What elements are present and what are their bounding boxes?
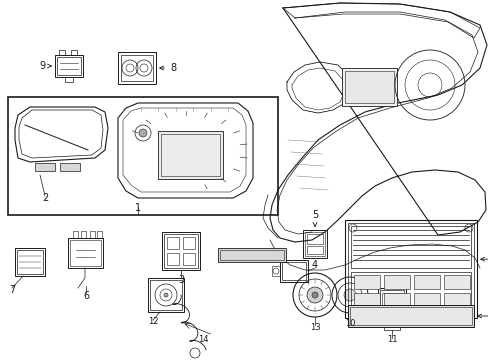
Bar: [59, 50, 65, 55]
Text: 14: 14: [197, 336, 208, 345]
Text: 15: 15: [480, 254, 488, 264]
Bar: [68, 238, 103, 268]
Bar: [350, 226, 470, 268]
Bar: [306, 246, 323, 254]
Bar: [282, 262, 305, 280]
Bar: [35, 163, 55, 171]
Text: 10: 10: [344, 319, 354, 328]
Bar: [271, 266, 280, 276]
Bar: [55, 55, 83, 77]
Bar: [73, 231, 78, 238]
Bar: [443, 275, 469, 289]
Bar: [158, 131, 223, 179]
Bar: [377, 288, 405, 320]
Bar: [350, 272, 470, 312]
Circle shape: [163, 293, 168, 297]
Bar: [280, 260, 307, 282]
Bar: [183, 253, 195, 265]
Bar: [57, 57, 81, 75]
Bar: [148, 278, 183, 312]
Circle shape: [311, 292, 317, 298]
Bar: [218, 248, 285, 262]
Bar: [8, 97, 278, 215]
Bar: [443, 293, 469, 307]
Text: 11: 11: [386, 336, 396, 345]
Bar: [345, 220, 476, 318]
Text: 9: 9: [39, 61, 51, 71]
Bar: [163, 234, 198, 268]
Bar: [341, 68, 396, 106]
Text: 6: 6: [83, 291, 89, 301]
Text: 13: 13: [309, 323, 320, 332]
Text: 1: 1: [135, 203, 141, 213]
Bar: [381, 307, 401, 316]
Bar: [17, 250, 43, 274]
Bar: [353, 293, 379, 307]
Bar: [90, 231, 95, 238]
Text: 5: 5: [311, 210, 318, 226]
Bar: [162, 232, 200, 270]
Bar: [413, 275, 439, 289]
Bar: [97, 231, 102, 238]
Bar: [305, 232, 325, 256]
Bar: [347, 223, 473, 315]
Bar: [383, 293, 409, 307]
Bar: [71, 50, 77, 55]
Circle shape: [343, 289, 355, 301]
Bar: [345, 71, 393, 103]
Bar: [161, 134, 220, 176]
Bar: [353, 275, 379, 289]
Text: 4: 4: [311, 260, 317, 270]
Bar: [383, 275, 409, 289]
Bar: [381, 293, 401, 305]
Text: 8: 8: [160, 63, 176, 73]
Bar: [379, 290, 403, 318]
Bar: [167, 237, 179, 249]
Bar: [70, 240, 101, 266]
Bar: [150, 280, 182, 310]
Bar: [81, 231, 86, 238]
Bar: [303, 230, 326, 258]
Bar: [306, 234, 323, 244]
Bar: [383, 320, 399, 330]
Circle shape: [139, 129, 147, 137]
Text: 12: 12: [147, 318, 158, 327]
Text: 16: 16: [477, 311, 488, 321]
Bar: [347, 305, 473, 327]
Bar: [349, 307, 471, 325]
Bar: [118, 52, 156, 84]
Bar: [183, 237, 195, 249]
Bar: [220, 250, 284, 260]
Bar: [121, 55, 153, 81]
Bar: [167, 253, 179, 265]
Bar: [15, 248, 45, 276]
Text: 2: 2: [42, 193, 48, 203]
Text: 3: 3: [178, 275, 183, 285]
Bar: [413, 293, 439, 307]
Circle shape: [306, 287, 323, 303]
Text: 7: 7: [9, 285, 15, 295]
Bar: [65, 77, 73, 82]
Bar: [60, 163, 80, 171]
